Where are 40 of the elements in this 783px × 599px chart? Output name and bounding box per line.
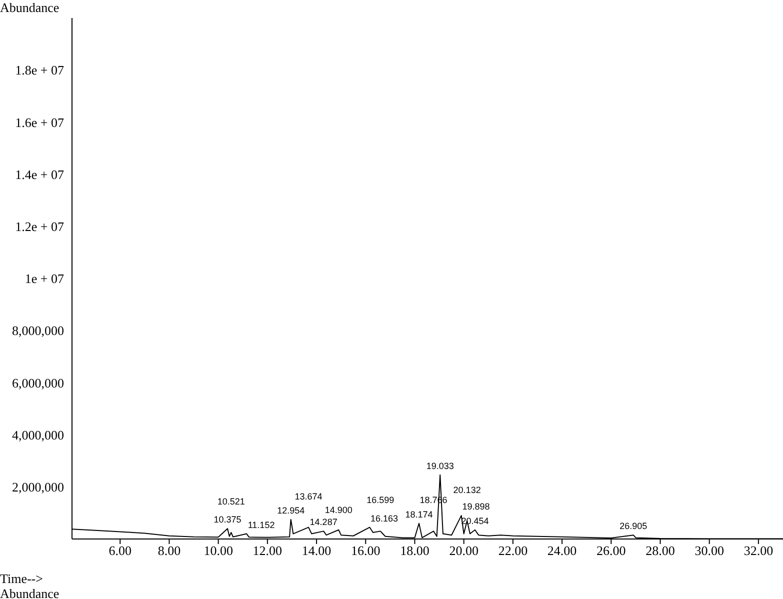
annotation: 18.174 (405, 509, 433, 520)
annotation: 16.163 (370, 513, 398, 524)
x-tick-label: 10.00 (204, 543, 233, 558)
x-tick-label: 12.00 (252, 543, 282, 558)
y-tick-label: 1e + 07 (24, 271, 64, 286)
annotation: 19.898 (462, 502, 490, 512)
y-tick-label: 1.6e + 07 (15, 114, 64, 130)
x-tick-label: 28.00 (646, 543, 675, 558)
annotation: 13.674 (294, 491, 322, 502)
annotation: 11.152 (248, 520, 275, 530)
y-tick-label: 1.2e + 07 (15, 219, 64, 234)
annotation: 14.900 (324, 504, 352, 515)
x-tick-label: 22.00 (498, 543, 528, 558)
x-tick-label: 24.00 (547, 543, 577, 558)
annotation: 20.132 (453, 484, 481, 495)
y-tick-label: 8,000,000 (12, 323, 64, 338)
y-tick-label: 1.4e + 07 (15, 166, 64, 182)
x-tick-label: 16.00 (351, 543, 380, 558)
annotation: 12.954 (277, 505, 305, 516)
x-tick-label: 14.00 (302, 543, 332, 558)
y-axis-title: Abundance (0, 0, 60, 16)
y-tick-label: 6,000,000 (12, 375, 64, 390)
x-tick-label: 18.00 (400, 543, 430, 558)
annotation: 10.521 (217, 496, 245, 506)
y-tick-label: 1.8e + 07 (15, 62, 64, 78)
annotation: 16.599 (366, 495, 394, 506)
x-tick-label: 30.00 (694, 543, 724, 558)
annotation: 14.287 (310, 517, 338, 528)
x-tick-label: 20.00 (449, 543, 478, 558)
x-tick-label: 8.00 (158, 543, 181, 558)
y-tick-label: 2,000,000 (12, 480, 64, 495)
annotation: 19.033 (426, 460, 454, 471)
text: Abundance (0, 586, 60, 599)
x-tick-label: 26.00 (596, 543, 626, 558)
x-tick-label: 32.00 (744, 543, 774, 558)
annotation: 26.905 (620, 521, 648, 532)
x-tick-label: 6.00 (108, 543, 132, 558)
annotation: 10.375 (214, 514, 242, 525)
x-axis-title: Time--> (0, 571, 43, 587)
y-tick-label: 4,000,000 (12, 427, 64, 442)
